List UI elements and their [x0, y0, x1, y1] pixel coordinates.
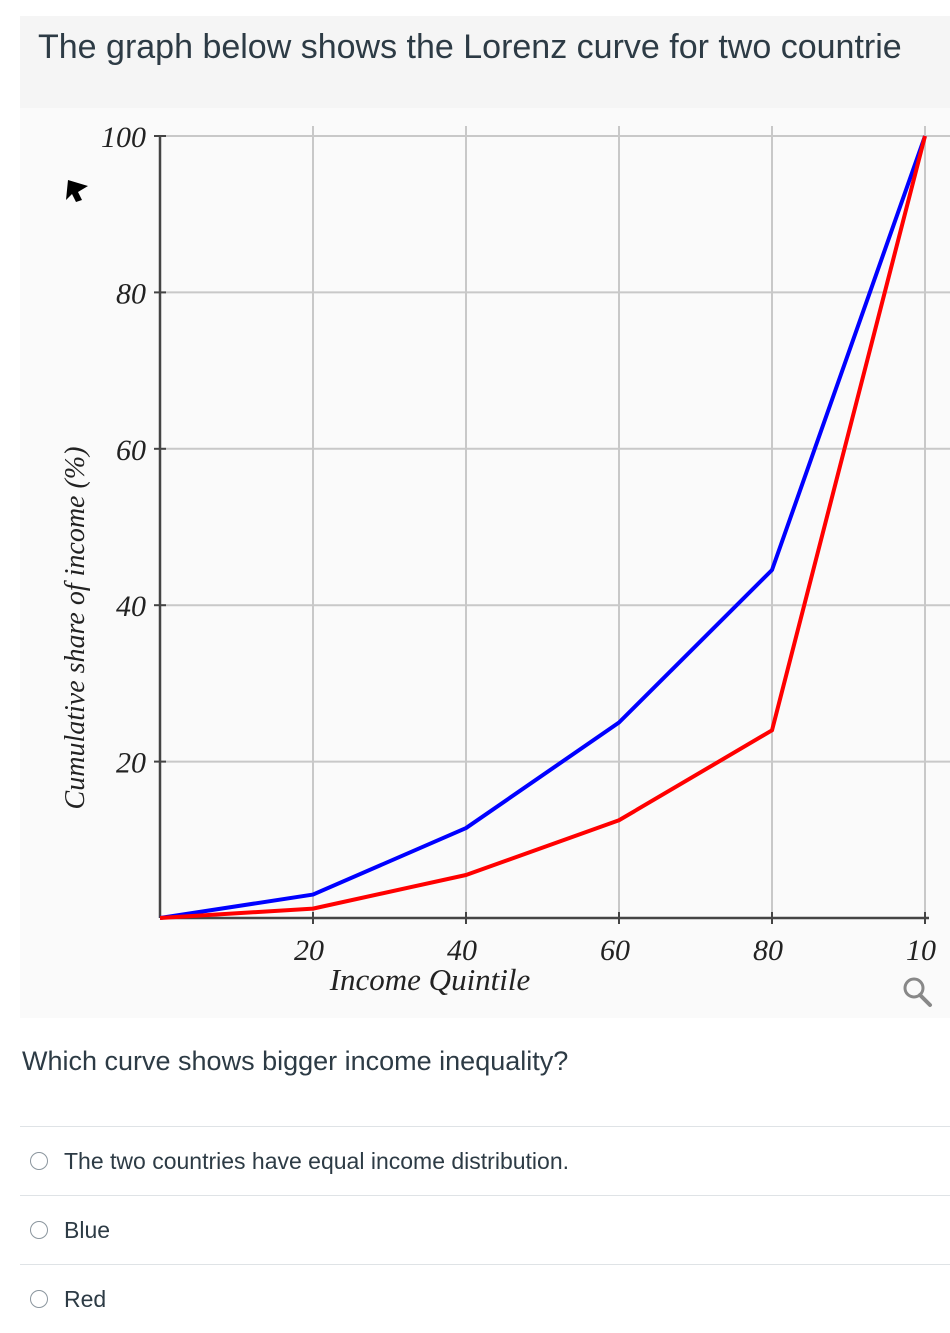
answer-label: Blue — [64, 1216, 111, 1243]
y-tick-label: 60 — [116, 434, 146, 467]
answer-label: Red — [64, 1285, 107, 1312]
x-tick-label: 80 — [753, 934, 783, 967]
pointer-arrow-icon — [66, 180, 88, 202]
x-tick-label: 20 — [294, 934, 324, 967]
y-axis-label: Cumulative share of income (%) — [60, 447, 91, 810]
radio-button[interactable] — [30, 1290, 48, 1308]
y-tick-label: 40 — [116, 590, 146, 623]
y-tick-label: 100 — [101, 121, 146, 154]
y-tick-label: 20 — [116, 747, 146, 780]
x-axis-label: Income Quintile — [329, 962, 531, 997]
question-text: The graph below shows the Lorenz curve f… — [38, 28, 902, 66]
answer-list: The two countries have equal income dist… — [20, 1126, 950, 1333]
chart-grid — [160, 126, 950, 918]
chart-axes — [158, 136, 929, 920]
y-tick-label: 80 — [116, 277, 146, 310]
lorenz-chart: 20 40 60 80 10 20 40 60 80 100 Income Quintile Cu… — [60, 121, 950, 997]
series-line-0 — [159, 135, 927, 920]
x-tick-label: 40 — [447, 934, 477, 967]
x-tick-label: 10 — [906, 934, 936, 967]
answer-option-equal[interactable]: The two countries have equal income dist… — [20, 1126, 950, 1195]
x-tick-label: 60 — [600, 934, 630, 967]
question-prompt: Which curve shows bigger income inequali… — [22, 1046, 569, 1076]
answer-option-blue[interactable]: Blue — [20, 1195, 950, 1264]
chart-series — [159, 135, 927, 920]
magnifier-icon[interactable] — [898, 974, 938, 1010]
series-line-1 — [159, 135, 927, 920]
answer-option-red[interactable]: Red — [20, 1264, 950, 1333]
chart-ticks: 20 40 60 80 10 20 40 60 80 100 — [101, 121, 936, 967]
answer-label: The two countries have equal income dist… — [64, 1147, 570, 1174]
lorenz-chart-panel: 20 40 60 80 10 20 40 60 80 100 Income Quintile Cu… — [20, 108, 950, 1018]
question-header — [20, 16, 950, 108]
radio-button[interactable] — [30, 1152, 48, 1170]
radio-button[interactable] — [30, 1221, 48, 1239]
